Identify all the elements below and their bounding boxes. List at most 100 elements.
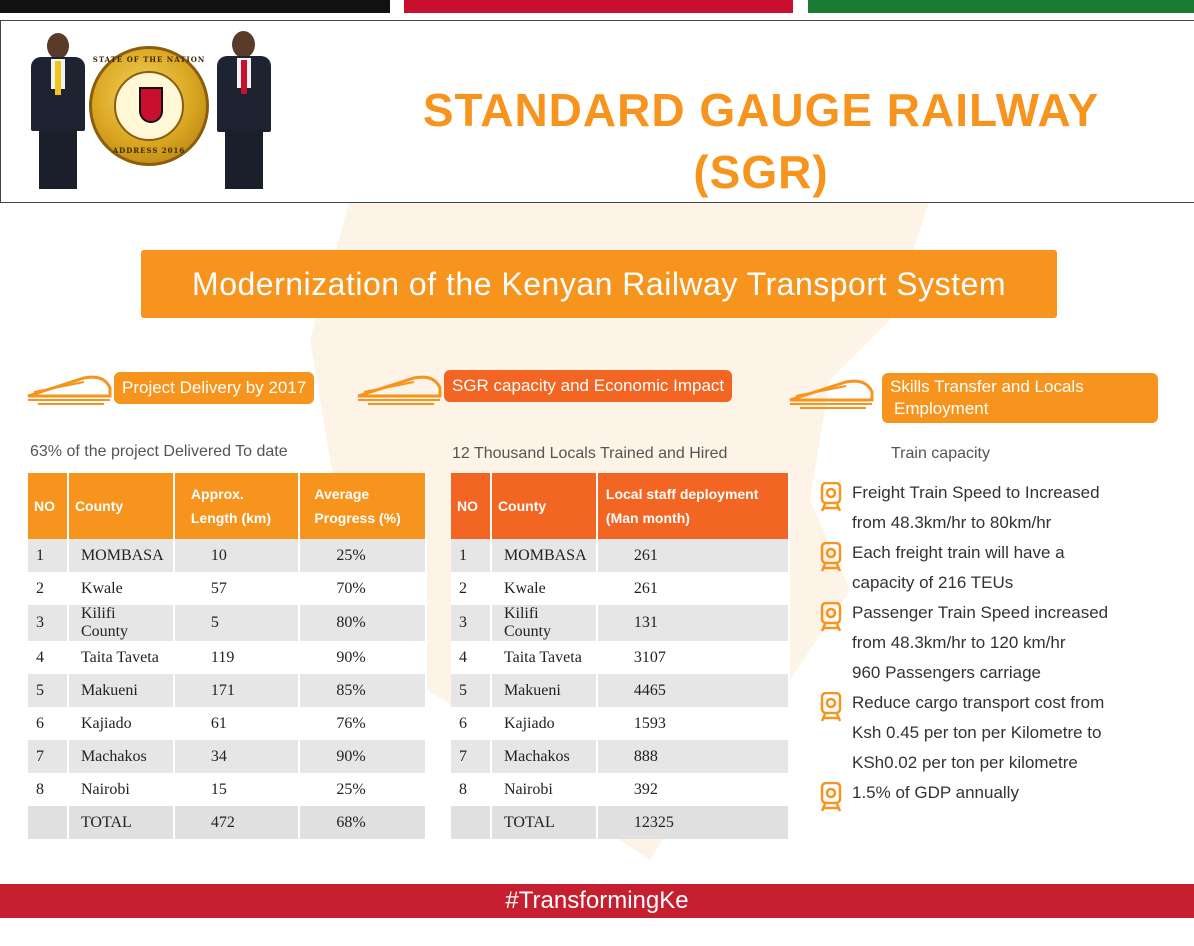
capacity-point: Freight Train Speed to Increased from 48.… [820,478,1190,538]
table-row: 3 Kilifi County 5 80% [28,605,427,641]
cell-county: Nairobi [67,773,175,806]
cell-no: 1 [28,539,69,572]
cell-staff: 888 [596,740,791,773]
capacity-point-line: KSh0.02 per ton per kilometre [852,753,1078,772]
cell-length: 15 [173,773,301,806]
cell-no: 8 [451,773,492,806]
cell-progress: 25% [299,539,427,572]
col-header-staff: Local staff deployment (Man month) [596,473,791,539]
cell-county: Makueni [67,674,175,707]
table-row: 1 MOMBASA 261 [451,539,791,572]
cell-staff: 4465 [596,674,791,707]
cell-county: MOMBASA [67,539,175,572]
train-icon [357,375,442,405]
cell-county: Kilifi County [490,605,598,641]
table-row: 6 Kajiado 61 76% [28,707,427,740]
cell-county: MOMBASA [490,539,598,572]
flag-stripe-green [808,0,1194,13]
table-row: 4 Taita Taveta 3107 [451,641,791,674]
caption-project-delivered: 63% of the project Delivered To date [30,443,288,460]
train-front-icon [820,691,842,722]
cell-county: Kajiado [490,707,598,740]
cell-total-staff: 12325 [596,806,791,839]
cell-no: 3 [451,605,492,641]
cell-no [28,806,69,839]
capacity-point-line: capacity of 216 TEUs [852,573,1014,592]
cell-staff: 3107 [596,641,791,674]
cell-progress: 70% [299,572,427,605]
cell-county: Machakos [490,740,598,773]
train-icon [789,379,874,409]
table-row: 4 Taita Taveta 119 90% [28,641,427,674]
col-header-no: NO [451,473,492,539]
page-title: STANDARD GAUGE RAILWAY (SGR) [371,79,1151,203]
cell-county: Kwale [67,572,175,605]
cell-length: 61 [173,707,301,740]
cell-length: 10 [173,539,301,572]
cell-total-length: 472 [173,806,301,839]
table-row: 7 Machakos 34 90% [28,740,427,773]
capacity-point-line: Ksh 0.45 per ton per Kilometre to [852,723,1102,742]
section-tag-economic-impact: SGR capacity and Economic Impact [444,370,733,402]
col-header-length: Approx. Length (km) [173,473,301,539]
cell-no: 4 [451,641,492,674]
cell-no: 7 [451,740,492,773]
subtitle-text: Modernization of the Kenyan Railway Tran… [192,266,1006,302]
cell-staff: 261 [596,572,791,605]
cell-progress: 80% [299,605,427,641]
cell-county: Nairobi [490,773,598,806]
cell-county: Kwale [490,572,598,605]
section-tag-skills-line2: Employment [894,399,989,418]
page-title-line1: STANDARD GAUGE RAILWAY [422,84,1100,136]
capacity-point: Reduce cargo transport cost from Ksh 0.45… [820,688,1190,778]
cell-no: 4 [28,641,69,674]
capacity-point: Each freight train will have a capacity o… [820,538,1190,598]
capacity-point-line: 1.5% of GDP annually [852,783,1019,802]
seal-top-text: STATE OF THE NATION [92,55,206,64]
train-front-icon [820,601,842,632]
table-total-row: TOTAL 12325 [451,806,791,839]
cell-no: 1 [451,539,492,572]
col-header-county: County [67,473,175,539]
table-row: 2 Kwale 57 70% [28,572,427,605]
col-header-county: County [490,473,598,539]
header-banner: STATE OF THE NATION ADDRESS 2016 STANDAR… [0,20,1194,203]
cell-total-progress: 68% [299,806,427,839]
cell-progress: 90% [299,641,427,674]
cell-no: 7 [28,740,69,773]
cell-county: Makueni [490,674,598,707]
cell-county: Machakos [67,740,175,773]
col-header-progress: Average Progress (%) [299,473,427,539]
table-row: 7 Machakos 888 [451,740,791,773]
table-row: 1 MOMBASA 10 25% [28,539,427,572]
subtitle-banner: Modernization of the Kenyan Railway Tran… [141,250,1057,318]
train-front-icon [820,541,842,572]
cell-county: Kilifi County [67,605,175,641]
cell-length: 34 [173,740,301,773]
table-row: 3 Kilifi County 131 [451,605,791,641]
footer-banner: #TransformingKe [0,884,1194,918]
cell-length: 5 [173,605,301,641]
table-row: 5 Makueni 4465 [451,674,791,707]
capacity-point-line: 960 Passengers carriage [852,663,1042,682]
capacity-point-line: Passenger Train Speed increased [852,603,1109,622]
train-front-icon [820,481,842,512]
caption-locals-trained: 12 Thousand Locals Trained and Hired [452,445,728,462]
cell-staff: 392 [596,773,791,806]
cell-no: 5 [28,674,69,707]
cell-length: 57 [173,572,301,605]
cell-staff: 1593 [596,707,791,740]
train-front-icon [820,781,842,812]
cell-no: 2 [451,572,492,605]
cell-county: Taita Taveta [490,641,598,674]
section-tag-skills-line1: Skills Transfer and Locals [890,377,1084,396]
cell-county: Kajiado [67,707,175,740]
deputy-president-photo [29,33,87,193]
project-delivery-table: NO County Approx. Length (km) Average Pr… [28,473,427,839]
section-tag-skills-transfer: Skills Transfer and Locals Employment [882,373,1158,423]
table-row: 5 Makueni 171 85% [28,674,427,707]
capacity-point-line: from 48.3km/hr to 120 km/hr [852,633,1066,652]
cell-staff: 131 [596,605,791,641]
cell-progress: 90% [299,740,427,773]
cell-staff: 261 [596,539,791,572]
